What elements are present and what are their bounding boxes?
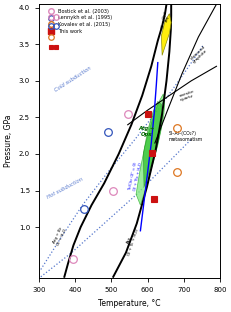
Polygon shape: [143, 101, 163, 187]
Text: Tc/Chr (Xᶜ = 0)
Ol + Tlc + H₂O: Tc/Chr (Xᶜ = 0) Ol + Tlc + H₂O: [128, 162, 143, 192]
Text: Cold subduction: Cold subduction: [54, 66, 92, 93]
Legend: Bostick et al. (2003), Lennykh et al. (1995), Kovalev et al. (2015), This work: Bostick et al. (2003), Lennykh et al. (1…: [45, 8, 112, 34]
Polygon shape: [161, 14, 171, 55]
Text: Atg
Ol + Tc + H₂O: Atg Ol + Tc + H₂O: [123, 226, 140, 256]
Text: coesite
quartz: coesite quartz: [178, 89, 196, 102]
Text: Ol + Opx: Ol + Opx: [161, 11, 167, 29]
Text: Atg + Br
Ol + H₂O: Atg + Br Ol + H₂O: [52, 226, 68, 246]
Text: Atg +
Opx: Atg + Opx: [138, 126, 154, 137]
Text: Hot subduction: Hot subduction: [46, 177, 84, 200]
Text: Atg: Atg: [165, 15, 170, 22]
X-axis label: Temperature, °C: Temperature, °C: [98, 299, 161, 308]
Text: diamond
graphite: diamond graphite: [189, 44, 209, 64]
Y-axis label: Pressure, GPa: Pressure, GPa: [4, 115, 13, 168]
Polygon shape: [136, 94, 165, 205]
Text: Si–Al–(CO₂?)
metasomatism: Si–Al–(CO₂?) metasomatism: [169, 131, 203, 142]
